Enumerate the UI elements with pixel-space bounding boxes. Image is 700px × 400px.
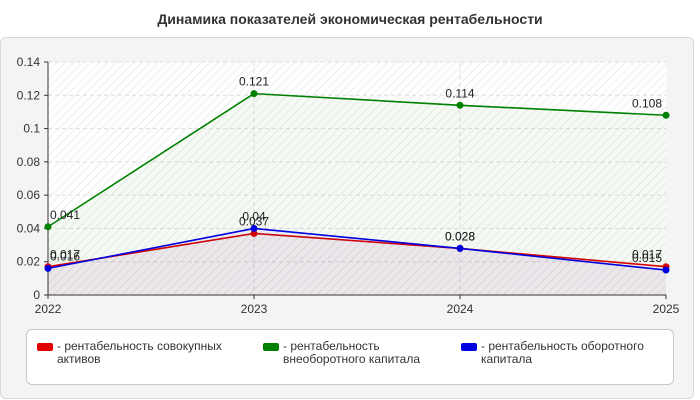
data-label-1-3: 0.108 bbox=[632, 96, 662, 110]
series-line-0 bbox=[47, 232, 667, 268]
data-label-1-2: 0.114 bbox=[445, 86, 474, 100]
data-label-1-1: 0.121 bbox=[239, 75, 269, 89]
data-point-0-1 bbox=[250, 229, 258, 237]
data-label-2-2: 0.028 bbox=[445, 229, 475, 243]
data-point-2-0 bbox=[44, 264, 52, 272]
legend-label-working-capital: - рентабельность оборотного капитала bbox=[481, 339, 644, 366]
x-tick-label: 2022 bbox=[35, 302, 62, 316]
data-point-2-2 bbox=[456, 244, 464, 252]
data-label-0-1: 0.037 bbox=[239, 214, 269, 228]
y-tick-label: 0 bbox=[33, 288, 40, 302]
legend-label-fixed-capital: - рентабельность внеоборотного капитала bbox=[283, 339, 420, 366]
data-label-0-2: 0.028 bbox=[445, 229, 475, 243]
legend-item-working-capital[interactable]: - рентабельность оборотного капитала bbox=[461, 340, 666, 366]
y-tick-label: 0.04 bbox=[17, 221, 41, 235]
series-area-0 bbox=[48, 233, 666, 295]
data-point-1-1 bbox=[250, 90, 258, 98]
data-label-2-0: 0.016 bbox=[50, 249, 80, 263]
data-label-0-0: 0.017 bbox=[50, 248, 80, 262]
data-point-1-3 bbox=[662, 111, 670, 119]
legend: - рентабельность совокупных активов - ре… bbox=[26, 329, 674, 385]
series-area-2 bbox=[48, 228, 666, 295]
data-point-1-0 bbox=[44, 223, 52, 231]
y-tick-label: 0.1 bbox=[23, 122, 40, 136]
data-label-1-0: 0.041 bbox=[50, 208, 80, 222]
legend-item-fixed-capital[interactable]: - рентабельность внеоборотного капитала bbox=[263, 340, 453, 366]
legend-item-total-assets[interactable]: - рентабельность совокупных активов bbox=[37, 340, 242, 366]
data-label-2-3: 0.015 bbox=[632, 251, 662, 265]
chart-plot: 0 0.02 0.04 0.06 0.08 0.1 0.12 0.14 2022 2023 2024… bbox=[17, 55, 680, 316]
legend-label-total-assets: - рентабельность совокупных активов bbox=[57, 339, 222, 366]
data-point-2-1 bbox=[250, 224, 258, 232]
plot-area bbox=[48, 62, 666, 295]
y-tick-label: 0.06 bbox=[17, 188, 41, 202]
y-tick-label: 0.14 bbox=[17, 55, 41, 69]
series-line-2 bbox=[47, 227, 667, 271]
data-label-0-3: 0.017 bbox=[632, 248, 662, 262]
x-tick-label: 2025 bbox=[653, 302, 680, 316]
y-tick-label: 0.02 bbox=[17, 255, 41, 269]
legend-swatch-total-assets bbox=[37, 343, 53, 351]
y-tick-label: 0.08 bbox=[17, 155, 41, 169]
series-area-1 bbox=[48, 93, 666, 295]
chart-title: Динамика показателей экономическая рента… bbox=[157, 11, 543, 27]
data-point-1-2 bbox=[456, 101, 464, 109]
series-line-1 bbox=[47, 92, 667, 228]
x-tick-label: 2024 bbox=[447, 302, 474, 316]
y-tick-label: 0.12 bbox=[17, 88, 41, 102]
legend-swatch-working-capital bbox=[461, 343, 477, 351]
x-tick-label: 2023 bbox=[241, 302, 268, 316]
data-label-2-1: 0.04 bbox=[242, 209, 266, 223]
legend-swatch-fixed-capital bbox=[263, 343, 279, 351]
data-point-2-3 bbox=[662, 266, 670, 274]
